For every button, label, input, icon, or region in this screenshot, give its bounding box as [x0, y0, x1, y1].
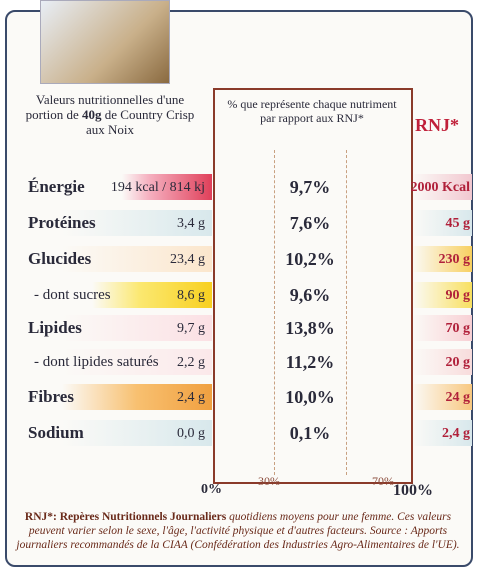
scale-label: 100% — [393, 482, 433, 500]
footnote-term: RNJ*: Repères Nutritionnels Journaliers — [25, 511, 226, 523]
rnj-value: 2,4 g — [442, 426, 470, 442]
nutrient-name: - dont lipides saturés — [34, 354, 159, 371]
nutrient-name: Lipides — [28, 318, 82, 338]
percent: 0,1% — [262, 423, 358, 444]
percent: 9,6% — [262, 285, 358, 306]
amount: 9,7 g — [177, 321, 205, 337]
nutrient-row: - dont lipides saturés 2,2 g 11,2% 20 g — [0, 347, 477, 377]
nutrient-name: - dont sucres — [34, 287, 111, 304]
nutrient-row: Glucides 23,4 g 10,2% 230 g — [0, 244, 477, 274]
amount: 3,4 g — [177, 216, 205, 232]
nutrient-name: Sodium — [28, 423, 84, 443]
nutrient-row: - dont sucres 8,6 g 9,6% 90 g — [0, 280, 477, 310]
rnj-value: 24 g — [446, 390, 471, 406]
rnj-value: 230 g — [439, 252, 471, 268]
nutrient-row: Lipides 9,7 g 13,8% 70 g — [0, 313, 477, 343]
percent: 7,6% — [262, 213, 358, 234]
percent: 13,8% — [262, 318, 358, 339]
scale-label: 70% — [372, 474, 394, 489]
amount: 0,0 g — [177, 426, 205, 442]
amount: 2,2 g — [177, 355, 205, 371]
percent: 10,0% — [262, 387, 358, 408]
nutrition-label: Valeurs nutritionnelles d'une portion de… — [0, 0, 477, 569]
rnj-value: 90 g — [446, 288, 471, 304]
intro-text: de Country Crisp aux Noix — [86, 107, 194, 137]
nutrient-row: Fibres 2,4 g 10,0% 24 g — [0, 382, 477, 412]
amount: 194 kcal / 814 kj — [111, 180, 205, 196]
intro: Valeurs nutritionnelles d'une portion de… — [25, 92, 195, 137]
amount: 23,4 g — [170, 252, 205, 268]
rnj-value: 45 g — [446, 216, 471, 232]
nutrient-name: Énergie — [28, 177, 85, 197]
scale-label: 30% — [258, 474, 280, 489]
nutrient-name: Glucides — [28, 249, 91, 269]
rnj-value: 2000 Kcal — [411, 180, 471, 196]
scale-label: 0% — [201, 482, 222, 498]
rnj-value: 20 g — [446, 355, 471, 371]
percent-header: % que représente chaque nutriment par ra… — [222, 97, 402, 125]
portion: 40g — [82, 107, 102, 122]
nutrient-row: Énergie 194 kcal / 814 kj 9,7% 2000 Kcal — [0, 172, 477, 202]
nutrient-row: Sodium 0,0 g 0,1% 2,4 g — [0, 418, 477, 448]
product-image — [40, 0, 170, 84]
amount: 8,6 g — [177, 288, 205, 304]
percent: 11,2% — [262, 352, 358, 373]
nutrient-row: Protéines 3,4 g 7,6% 45 g — [0, 208, 477, 238]
amount: 2,4 g — [177, 390, 205, 406]
rnj-value: 70 g — [446, 321, 471, 337]
nutrient-name: Fibres — [28, 387, 74, 407]
nutrient-name: Protéines — [28, 213, 96, 233]
rnj-header: RNJ* — [415, 115, 459, 136]
percent: 9,7% — [262, 177, 358, 198]
percent: 10,2% — [262, 249, 358, 270]
footnote: RNJ*: Repères Nutritionnels Journaliers … — [12, 510, 464, 552]
